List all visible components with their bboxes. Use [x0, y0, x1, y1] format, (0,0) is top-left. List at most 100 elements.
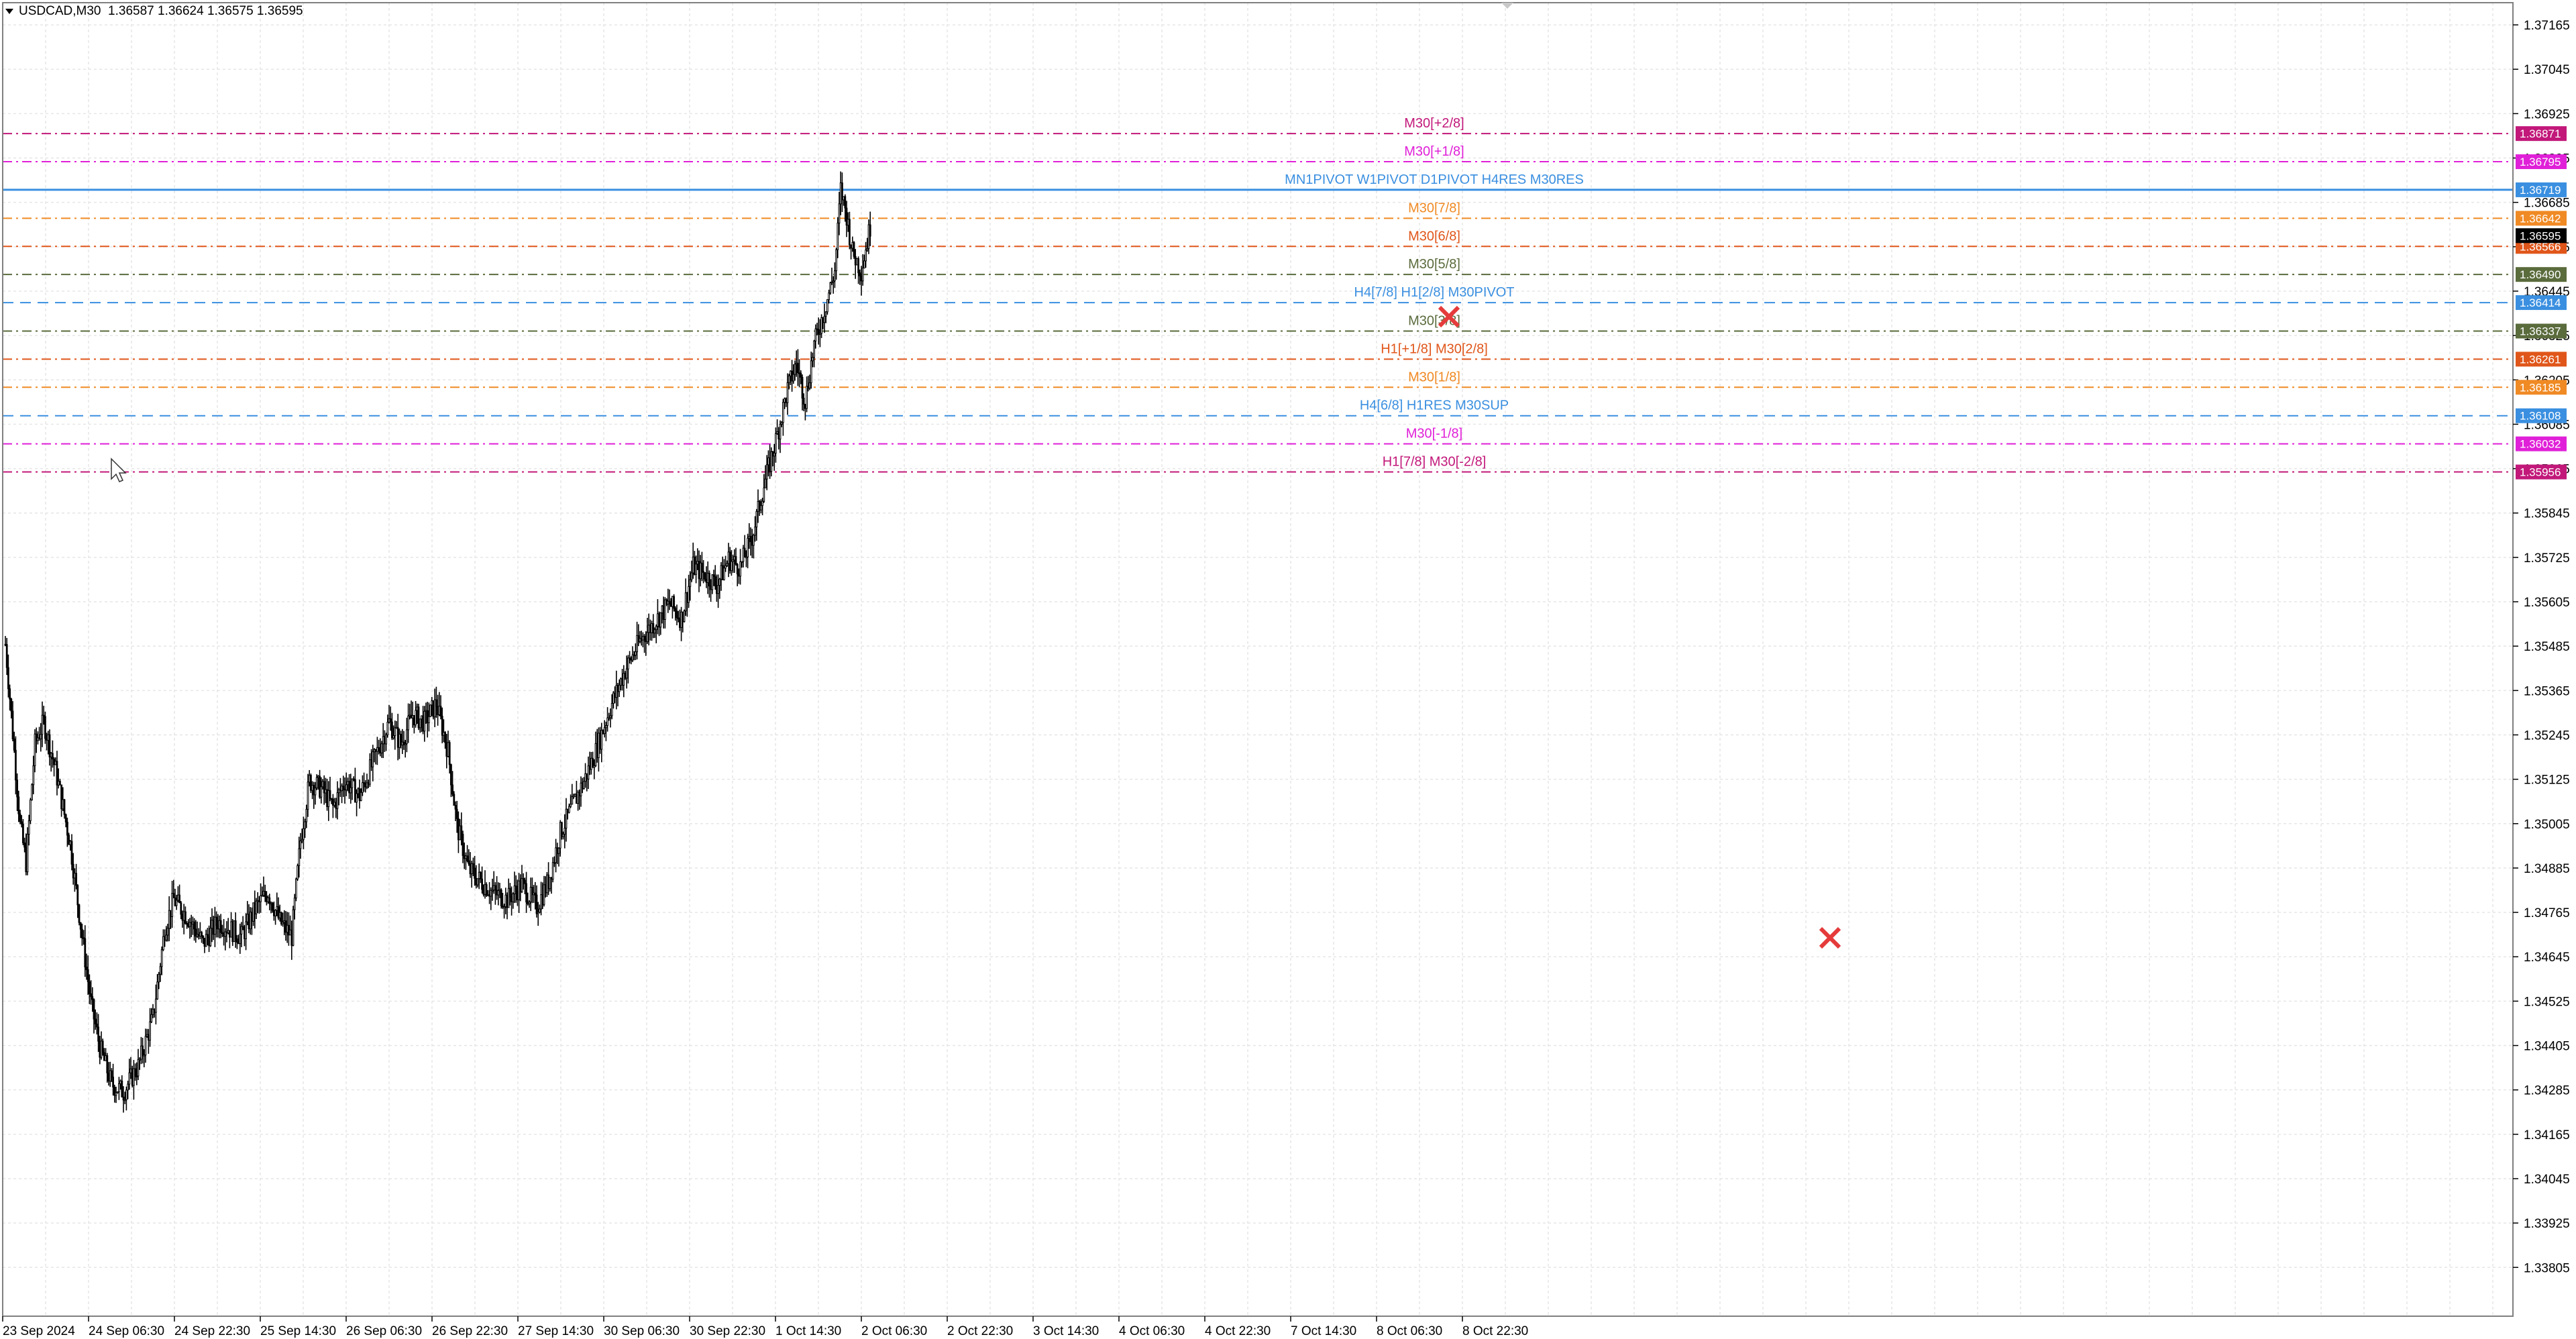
level-label: M30[5/8] — [1408, 257, 1460, 272]
candle-body — [193, 921, 196, 930]
candle-body — [689, 579, 692, 587]
shift-marker-icon[interactable] — [1501, 3, 1513, 9]
candle-body — [820, 317, 822, 334]
mouse-cursor-icon — [111, 458, 127, 482]
candle-body — [819, 333, 821, 335]
y-tick-label: 1.35005 — [2524, 818, 2570, 832]
candle-body — [668, 600, 671, 604]
candle-body — [224, 931, 227, 937]
candle-body — [640, 638, 643, 641]
candle-body — [760, 505, 762, 511]
candle-body — [797, 362, 799, 374]
candle-body — [817, 329, 820, 335]
candle-body — [610, 703, 613, 716]
candle-body — [541, 894, 544, 905]
candle-body — [159, 966, 162, 975]
candle-body — [808, 382, 811, 389]
price-badge-label: 1.36566 — [2520, 240, 2561, 253]
price-badge — [2516, 126, 2567, 142]
candle-body — [581, 782, 584, 790]
candle-body — [572, 796, 575, 798]
price-axis[interactable]: 1.371651.370451.369251.368051.366851.365… — [2513, 19, 2570, 1275]
candle-body — [347, 781, 349, 786]
candle-body — [556, 847, 559, 854]
candle-body — [223, 933, 225, 937]
candle-body — [260, 895, 262, 902]
candle-body — [794, 364, 796, 375]
candle-body — [488, 894, 491, 897]
candle-body — [16, 780, 19, 798]
level-label: M30[6/8] — [1408, 229, 1460, 244]
candle-body — [696, 561, 699, 565]
candle-body — [729, 551, 731, 572]
candle-body — [600, 730, 603, 750]
candle-body — [672, 596, 674, 607]
candle-body — [519, 880, 522, 892]
candle-body — [131, 1068, 133, 1086]
candle-body — [271, 902, 274, 911]
candle-body — [662, 605, 665, 620]
candle-body — [543, 884, 545, 905]
candle-body — [802, 397, 805, 405]
candle-body — [134, 1068, 136, 1077]
candle-body — [68, 835, 70, 845]
candles — [4, 171, 871, 1113]
candle-body — [735, 556, 737, 565]
candle-body — [158, 973, 160, 983]
candle-body — [254, 902, 256, 914]
candle-body — [496, 890, 498, 896]
candle-body — [646, 632, 649, 643]
candle-body — [726, 563, 729, 566]
time-axis[interactable]: 23 Sep 2024 24 Sep 06:30 24 Sep 22:30 25 Se… — [2, 1316, 1528, 1338]
price-badge-label: 1.36337 — [2520, 325, 2561, 338]
candle-body — [472, 863, 474, 869]
candle-body — [32, 765, 35, 786]
candle-body — [773, 452, 775, 457]
candle-body — [517, 890, 519, 900]
cross-marker-icon — [1438, 305, 1460, 328]
x-tick-label: 30 Sep 22:30 — [690, 1324, 765, 1338]
candle-body — [555, 847, 557, 863]
candle-body — [184, 911, 186, 924]
candle-body — [623, 673, 625, 686]
candle-body — [784, 398, 786, 403]
candle-body — [174, 897, 176, 906]
candle-body — [401, 741, 404, 746]
candle-body — [509, 888, 511, 898]
candle-body — [54, 761, 57, 765]
candle-body — [297, 865, 299, 879]
x-tick-label: 2 Oct 06:30 — [861, 1324, 927, 1338]
dropdown-triangle-icon[interactable] — [5, 8, 13, 14]
candle-body — [264, 891, 266, 897]
candle-body — [769, 458, 771, 472]
candle-body — [402, 741, 405, 745]
candle-body — [680, 611, 683, 628]
candle-body — [15, 749, 17, 781]
candle-body — [422, 715, 425, 732]
candle-body — [676, 610, 678, 619]
candle-body — [34, 733, 36, 767]
candle-body — [655, 626, 657, 631]
candle-body — [615, 685, 618, 698]
candle-body — [710, 586, 712, 590]
candle-body — [113, 1087, 116, 1096]
candle-body — [283, 920, 286, 923]
candle-body — [865, 250, 867, 262]
candle-body — [425, 710, 427, 712]
candle-body — [276, 906, 278, 911]
candle-body — [458, 818, 460, 841]
candle-body — [246, 914, 249, 922]
candle-body — [99, 1040, 101, 1058]
candle-body — [571, 796, 574, 805]
candle-body — [30, 799, 32, 821]
candle-body — [513, 886, 516, 894]
candle-body — [72, 863, 74, 879]
candle-body — [515, 886, 517, 892]
candle-body — [261, 895, 264, 897]
candle-body — [470, 863, 473, 875]
price-badge-label: 1.36642 — [2520, 212, 2561, 225]
price-badge — [2516, 380, 2567, 395]
candle-body — [170, 910, 172, 917]
candle-body — [203, 937, 206, 947]
